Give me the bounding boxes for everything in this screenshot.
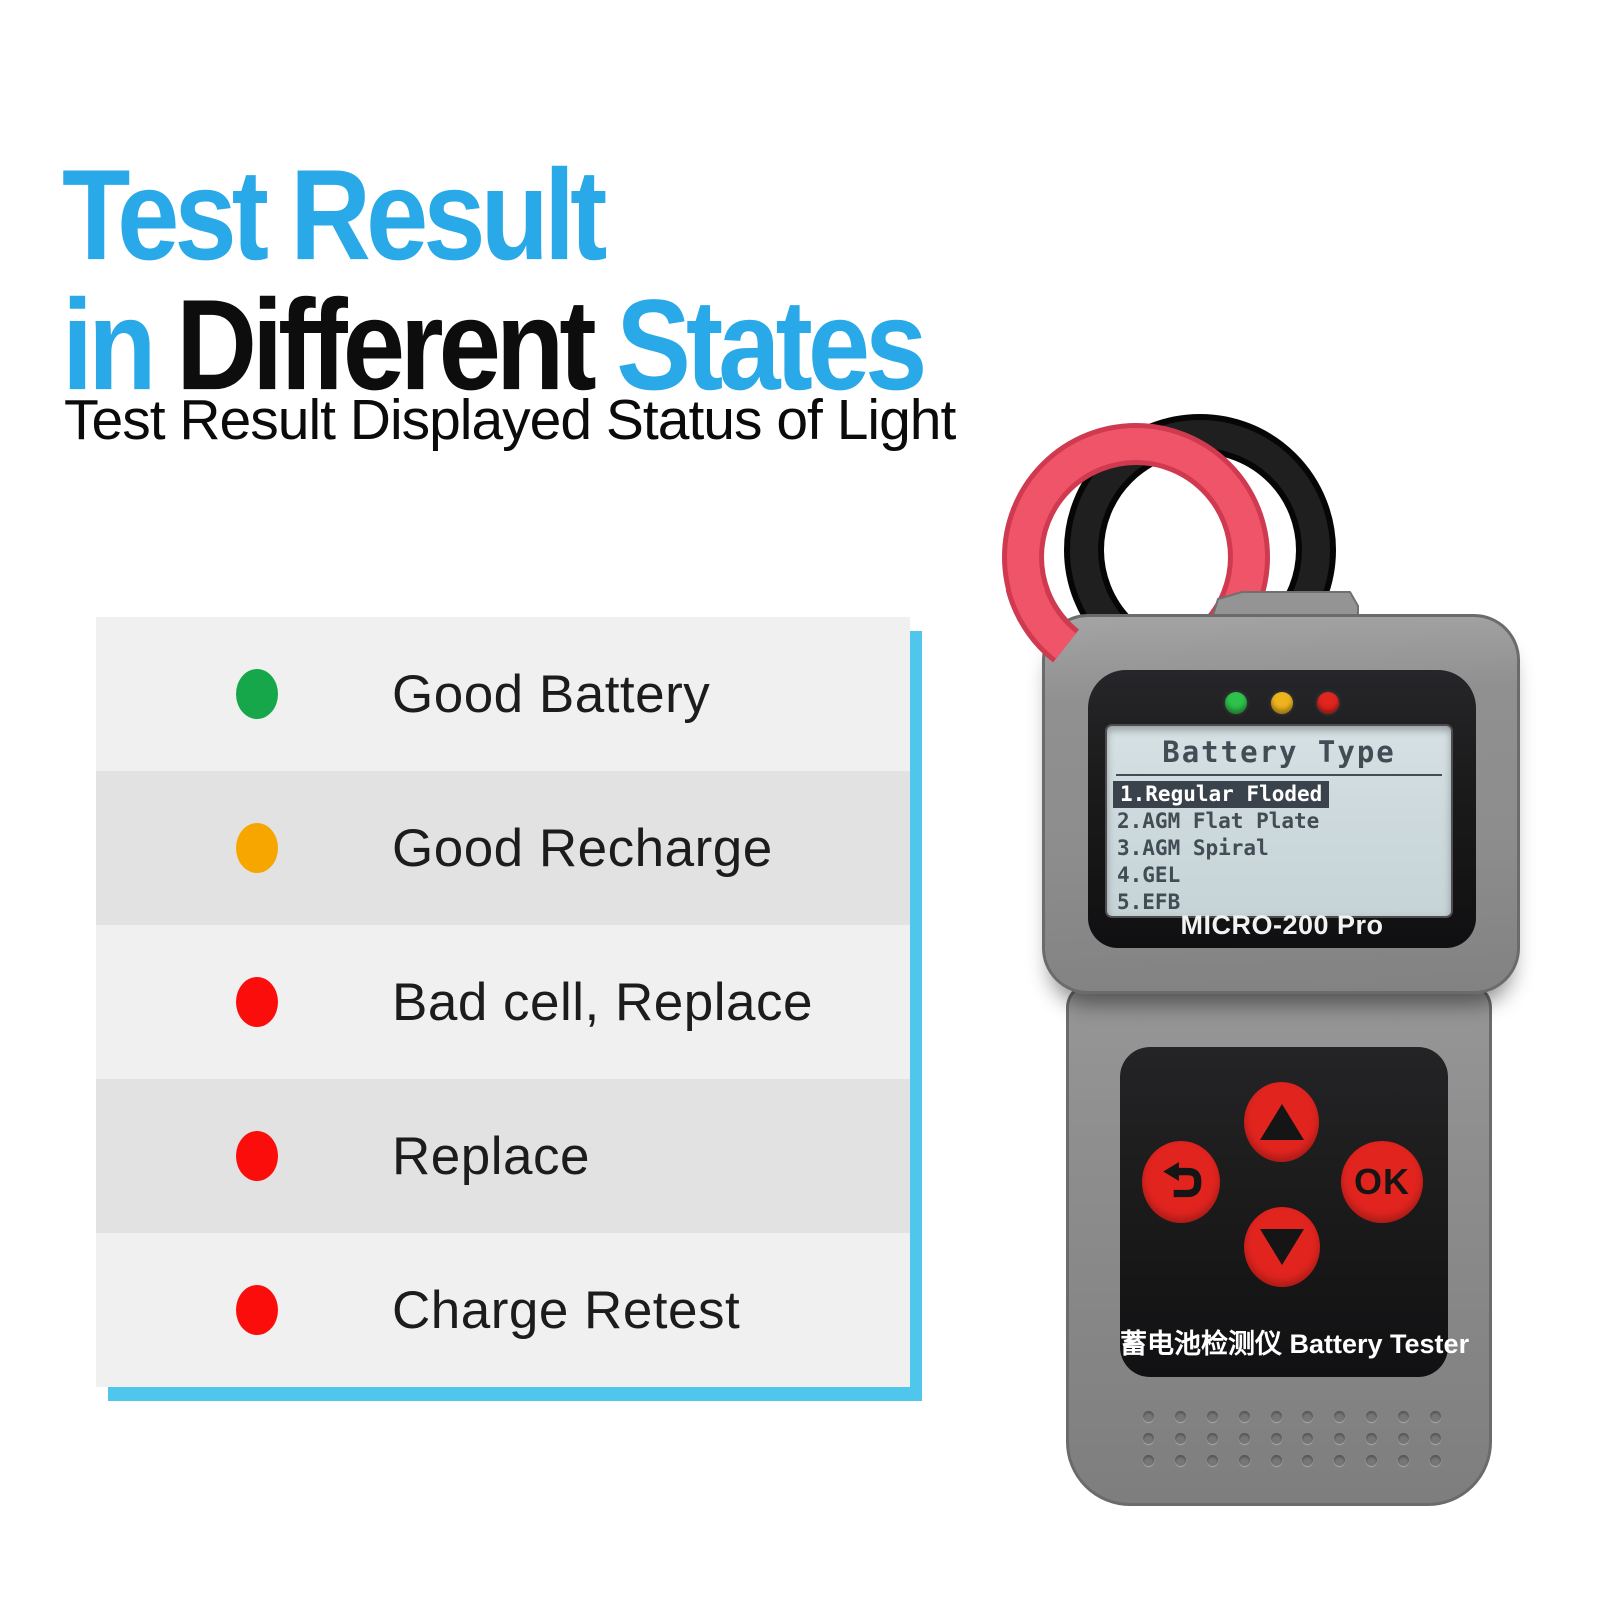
title-word-different: Different: [176, 272, 596, 417]
status-legend: Good Battery Good Recharge Bad cell, Rep…: [96, 617, 910, 1387]
model-name: MICRO-200 Pro: [1180, 910, 1384, 940]
battery-type-menu: 1.Regular Floded 2.AGM Flat Plate 3.AGM …: [1107, 781, 1451, 916]
list-item: Charge Retest: [96, 1233, 910, 1387]
status-label: Good Recharge: [392, 818, 773, 878]
menu-item-selected: 1.Regular Floded: [1113, 781, 1330, 808]
list-item: Replace: [96, 1079, 910, 1233]
menu-item: 4.GEL: [1117, 863, 1181, 887]
screen-bezel: Battery Type 1.Regular Floded 2.AGM Flat…: [1088, 670, 1476, 948]
status-label: Replace: [392, 1126, 590, 1186]
led-row: [1088, 692, 1476, 714]
list-item: Bad cell, Replace: [96, 925, 910, 1079]
ok-button[interactable]: OK: [1341, 1141, 1423, 1223]
up-button[interactable]: [1244, 1082, 1319, 1162]
red-dot-icon: [236, 1285, 278, 1335]
status-label: Charge Retest: [392, 1280, 741, 1340]
device-head: Battery Type 1.Regular Floded 2.AGM Flat…: [1042, 614, 1520, 994]
page-title-line2: in Different States: [62, 280, 947, 410]
back-arrow-icon: [1163, 1162, 1202, 1198]
status-label: Good Battery: [392, 664, 711, 724]
green-led: [1225, 692, 1247, 714]
list-item: Good Battery: [96, 617, 910, 771]
down-arrow-icon: [1260, 1229, 1304, 1265]
menu-item: 3.AGM Spiral: [1117, 836, 1269, 860]
up-arrow-icon: [1259, 1104, 1304, 1140]
back-button[interactable]: [1142, 1141, 1220, 1223]
title-word-in: in: [62, 272, 157, 417]
speaker-dots: [1133, 1411, 1451, 1466]
title-word-states: States: [616, 272, 927, 417]
down-button[interactable]: [1244, 1207, 1320, 1287]
red-cable-end: [1005, 590, 1080, 663]
menu-item: 2.AGM Flat Plate: [1117, 809, 1320, 833]
device-label: 蓄电池检测仪 Battery Tester: [1120, 1329, 1470, 1359]
menu-item: 5.EFB: [1117, 890, 1181, 914]
green-dot-icon: [236, 669, 278, 719]
yellow-led: [1271, 692, 1293, 714]
keypad-panel: OK 蓄电池检测仪 Battery Tester: [1120, 1047, 1470, 1377]
page-title-line1: Test Result: [62, 142, 607, 287]
status-label: Bad cell, Replace: [392, 972, 813, 1032]
screen-title: Battery Type: [1162, 735, 1396, 769]
device-body: OK 蓄电池检测仪 Battery Tester: [1066, 982, 1492, 1506]
red-dot-icon: [236, 1131, 278, 1181]
screen-divider: [1116, 774, 1442, 776]
red-led: [1317, 692, 1339, 714]
red-dot-icon: [236, 977, 278, 1027]
page-subtitle: Test Result Displayed Status of Light: [64, 388, 956, 452]
lcd-screen: Battery Type 1.Regular Floded 2.AGM Flat…: [1105, 724, 1453, 918]
amber-dot-icon: [236, 823, 278, 873]
list-item: Good Recharge: [96, 771, 910, 925]
